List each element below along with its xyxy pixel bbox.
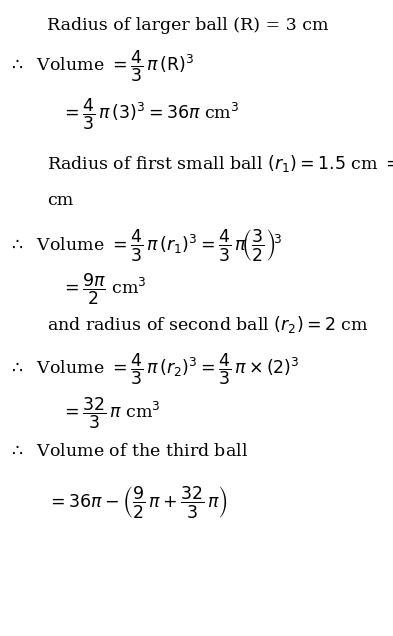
Text: $= 36\pi - \left(\dfrac{9}{2}\,\pi + \dfrac{32}{3}\,\pi\right)$: $= 36\pi - \left(\dfrac{9}{2}\,\pi + \df… (47, 485, 228, 520)
Text: $= \dfrac{4}{3}\,\pi\,(3)^3 = 36\pi$ cm$^3$: $= \dfrac{4}{3}\,\pi\,(3)^3 = 36\pi$ cm$… (61, 97, 239, 132)
Text: $\therefore$  Volume $= \dfrac{4}{3}\,\pi\,(\mathrm{R})^3$: $\therefore$ Volume $= \dfrac{4}{3}\,\pi… (8, 49, 194, 85)
Text: $= \dfrac{9\pi}{2}$ cm$^3$: $= \dfrac{9\pi}{2}$ cm$^3$ (61, 272, 147, 307)
Text: $\therefore$  Volume $= \dfrac{4}{3}\,\pi\,(r_2)^3 = \dfrac{4}{3}\,\pi \times (2: $\therefore$ Volume $= \dfrac{4}{3}\,\pi… (8, 351, 299, 387)
Text: cm: cm (47, 192, 73, 209)
Text: and radius of second ball $(r_2) = 2$ cm: and radius of second ball $(r_2) = 2$ cm (47, 314, 369, 335)
Text: Radius of first small ball $(r_1) = 1.5$ cm $= \dfrac{3}{2}$: Radius of first small ball $(r_1) = 1.5$… (47, 148, 393, 183)
Text: Radius of larger ball (R) = 3 cm: Radius of larger ball (R) = 3 cm (47, 17, 329, 34)
Text: $\therefore$  Volume $= \dfrac{4}{3}\,\pi\,(r_1)^3 = \dfrac{4}{3}\,\pi\!\left(\d: $\therefore$ Volume $= \dfrac{4}{3}\,\pi… (8, 227, 282, 263)
Text: $\therefore$  Volume of the third ball: $\therefore$ Volume of the third ball (8, 443, 248, 460)
Text: $= \dfrac{32}{3}\,\pi$ cm$^3$: $= \dfrac{32}{3}\,\pi$ cm$^3$ (61, 396, 160, 431)
